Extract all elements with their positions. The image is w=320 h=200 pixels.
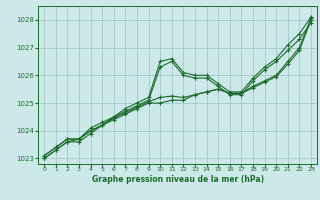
X-axis label: Graphe pression niveau de la mer (hPa): Graphe pression niveau de la mer (hPa)	[92, 175, 264, 184]
